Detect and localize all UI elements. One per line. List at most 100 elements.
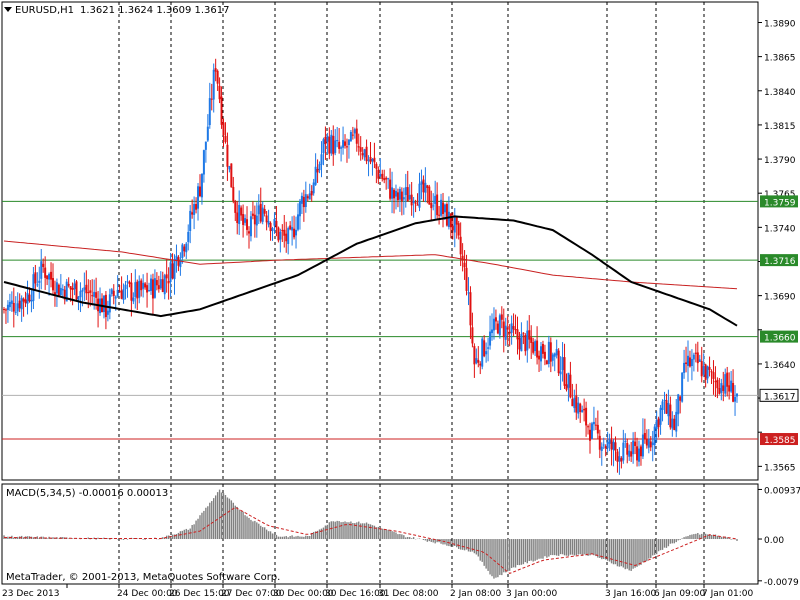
candle-body bbox=[365, 146, 368, 162]
candle-body bbox=[563, 357, 566, 386]
candle-body bbox=[698, 359, 701, 362]
candle-body bbox=[457, 223, 460, 236]
candle-body bbox=[622, 442, 625, 461]
candle-body bbox=[377, 169, 380, 179]
candle-body bbox=[206, 126, 209, 141]
candle-body bbox=[734, 396, 737, 402]
candle-body bbox=[502, 321, 505, 338]
candle-body bbox=[361, 153, 364, 156]
candle-body bbox=[389, 179, 392, 199]
candles bbox=[3, 58, 738, 475]
candle-body bbox=[253, 214, 256, 225]
candle-body bbox=[481, 338, 484, 367]
candle-body bbox=[543, 351, 546, 359]
price-tick-label: 1.3640 bbox=[764, 361, 796, 371]
candle-body bbox=[416, 204, 419, 206]
candle-body bbox=[175, 255, 178, 262]
candle-body bbox=[463, 262, 466, 268]
candle-body bbox=[240, 207, 243, 216]
candle-body bbox=[310, 191, 313, 196]
candle-body bbox=[298, 201, 301, 217]
candle-body bbox=[510, 323, 513, 333]
candle-body bbox=[387, 178, 390, 180]
candle-body bbox=[596, 424, 599, 434]
candle-body bbox=[636, 446, 639, 461]
candle-body bbox=[340, 147, 343, 149]
level-label-box bbox=[760, 433, 798, 446]
candle-body bbox=[610, 440, 613, 450]
candle-body bbox=[214, 68, 217, 72]
macd-signal-line bbox=[3, 506, 738, 574]
candle-body bbox=[432, 205, 435, 207]
candle-body bbox=[224, 135, 227, 143]
candle-body bbox=[665, 400, 668, 414]
candle-body bbox=[330, 134, 333, 154]
candle-body bbox=[594, 424, 597, 426]
candle-body bbox=[208, 98, 211, 126]
candle-body bbox=[687, 355, 690, 366]
candle-body bbox=[177, 257, 180, 266]
price-panel: 1.38901.38651.38401.38151.37901.37651.37… bbox=[1, 1, 799, 481]
time-tick-label: 27 Dec 07:00 bbox=[221, 589, 282, 599]
price-tick-label: 1.3565 bbox=[764, 463, 796, 473]
dropdown-triangle-icon[interactable] bbox=[4, 7, 12, 12]
candle-body bbox=[83, 287, 86, 290]
candle-body bbox=[202, 150, 205, 175]
candle-body bbox=[61, 288, 64, 291]
candle-body bbox=[185, 243, 188, 253]
candle-body bbox=[316, 168, 319, 173]
candle-body bbox=[673, 418, 676, 431]
candle-body bbox=[322, 139, 325, 154]
candle-body bbox=[571, 398, 574, 407]
candle-body bbox=[383, 178, 386, 181]
candle-body bbox=[114, 296, 117, 299]
candle-body bbox=[81, 289, 84, 292]
candle-body bbox=[355, 128, 358, 144]
candle-body bbox=[69, 286, 72, 290]
candle-body bbox=[179, 260, 182, 268]
candle-body bbox=[326, 135, 329, 142]
candle-body bbox=[306, 196, 309, 199]
time-tick-label: 3 Jan 00:00 bbox=[506, 589, 558, 599]
candle-body bbox=[565, 384, 568, 390]
symbol-label: EURUSD,H1 bbox=[15, 5, 74, 16]
candle-body bbox=[296, 214, 299, 230]
candle-body bbox=[561, 357, 564, 371]
candle-body bbox=[269, 222, 272, 232]
time-tick-label: 26 Dec 15:00 bbox=[169, 589, 230, 599]
candle-body bbox=[126, 281, 129, 283]
candle-body bbox=[153, 278, 156, 298]
candle-body bbox=[59, 287, 62, 296]
candle-body bbox=[89, 290, 92, 293]
candle-body bbox=[567, 372, 570, 388]
candle-body bbox=[575, 395, 578, 413]
candle-body bbox=[148, 290, 151, 292]
candle-body bbox=[267, 221, 270, 225]
candle-body bbox=[10, 300, 13, 304]
candle-body bbox=[22, 298, 25, 302]
candle-body bbox=[702, 366, 705, 375]
candle-body bbox=[142, 282, 145, 289]
candle-body bbox=[44, 267, 47, 278]
candle-body bbox=[573, 397, 576, 409]
candle-body bbox=[204, 141, 207, 150]
candle-body bbox=[473, 346, 476, 365]
candle-body bbox=[283, 229, 286, 236]
candle-body bbox=[616, 451, 619, 462]
candle-body bbox=[210, 98, 213, 100]
candle-body bbox=[667, 402, 670, 417]
candle-body bbox=[632, 440, 635, 455]
candle-body bbox=[375, 163, 378, 169]
candle-body bbox=[85, 284, 88, 294]
candle-body bbox=[487, 347, 490, 349]
candle-body bbox=[704, 364, 707, 380]
candle-body bbox=[106, 310, 109, 315]
candle-body bbox=[26, 293, 29, 304]
candle-body bbox=[628, 450, 631, 457]
candle-body bbox=[645, 439, 648, 446]
candle-body bbox=[404, 187, 407, 196]
time-tick-label: 30 Dec 00:00 bbox=[273, 589, 334, 599]
candle-body bbox=[220, 96, 223, 125]
candle-body bbox=[159, 279, 162, 289]
